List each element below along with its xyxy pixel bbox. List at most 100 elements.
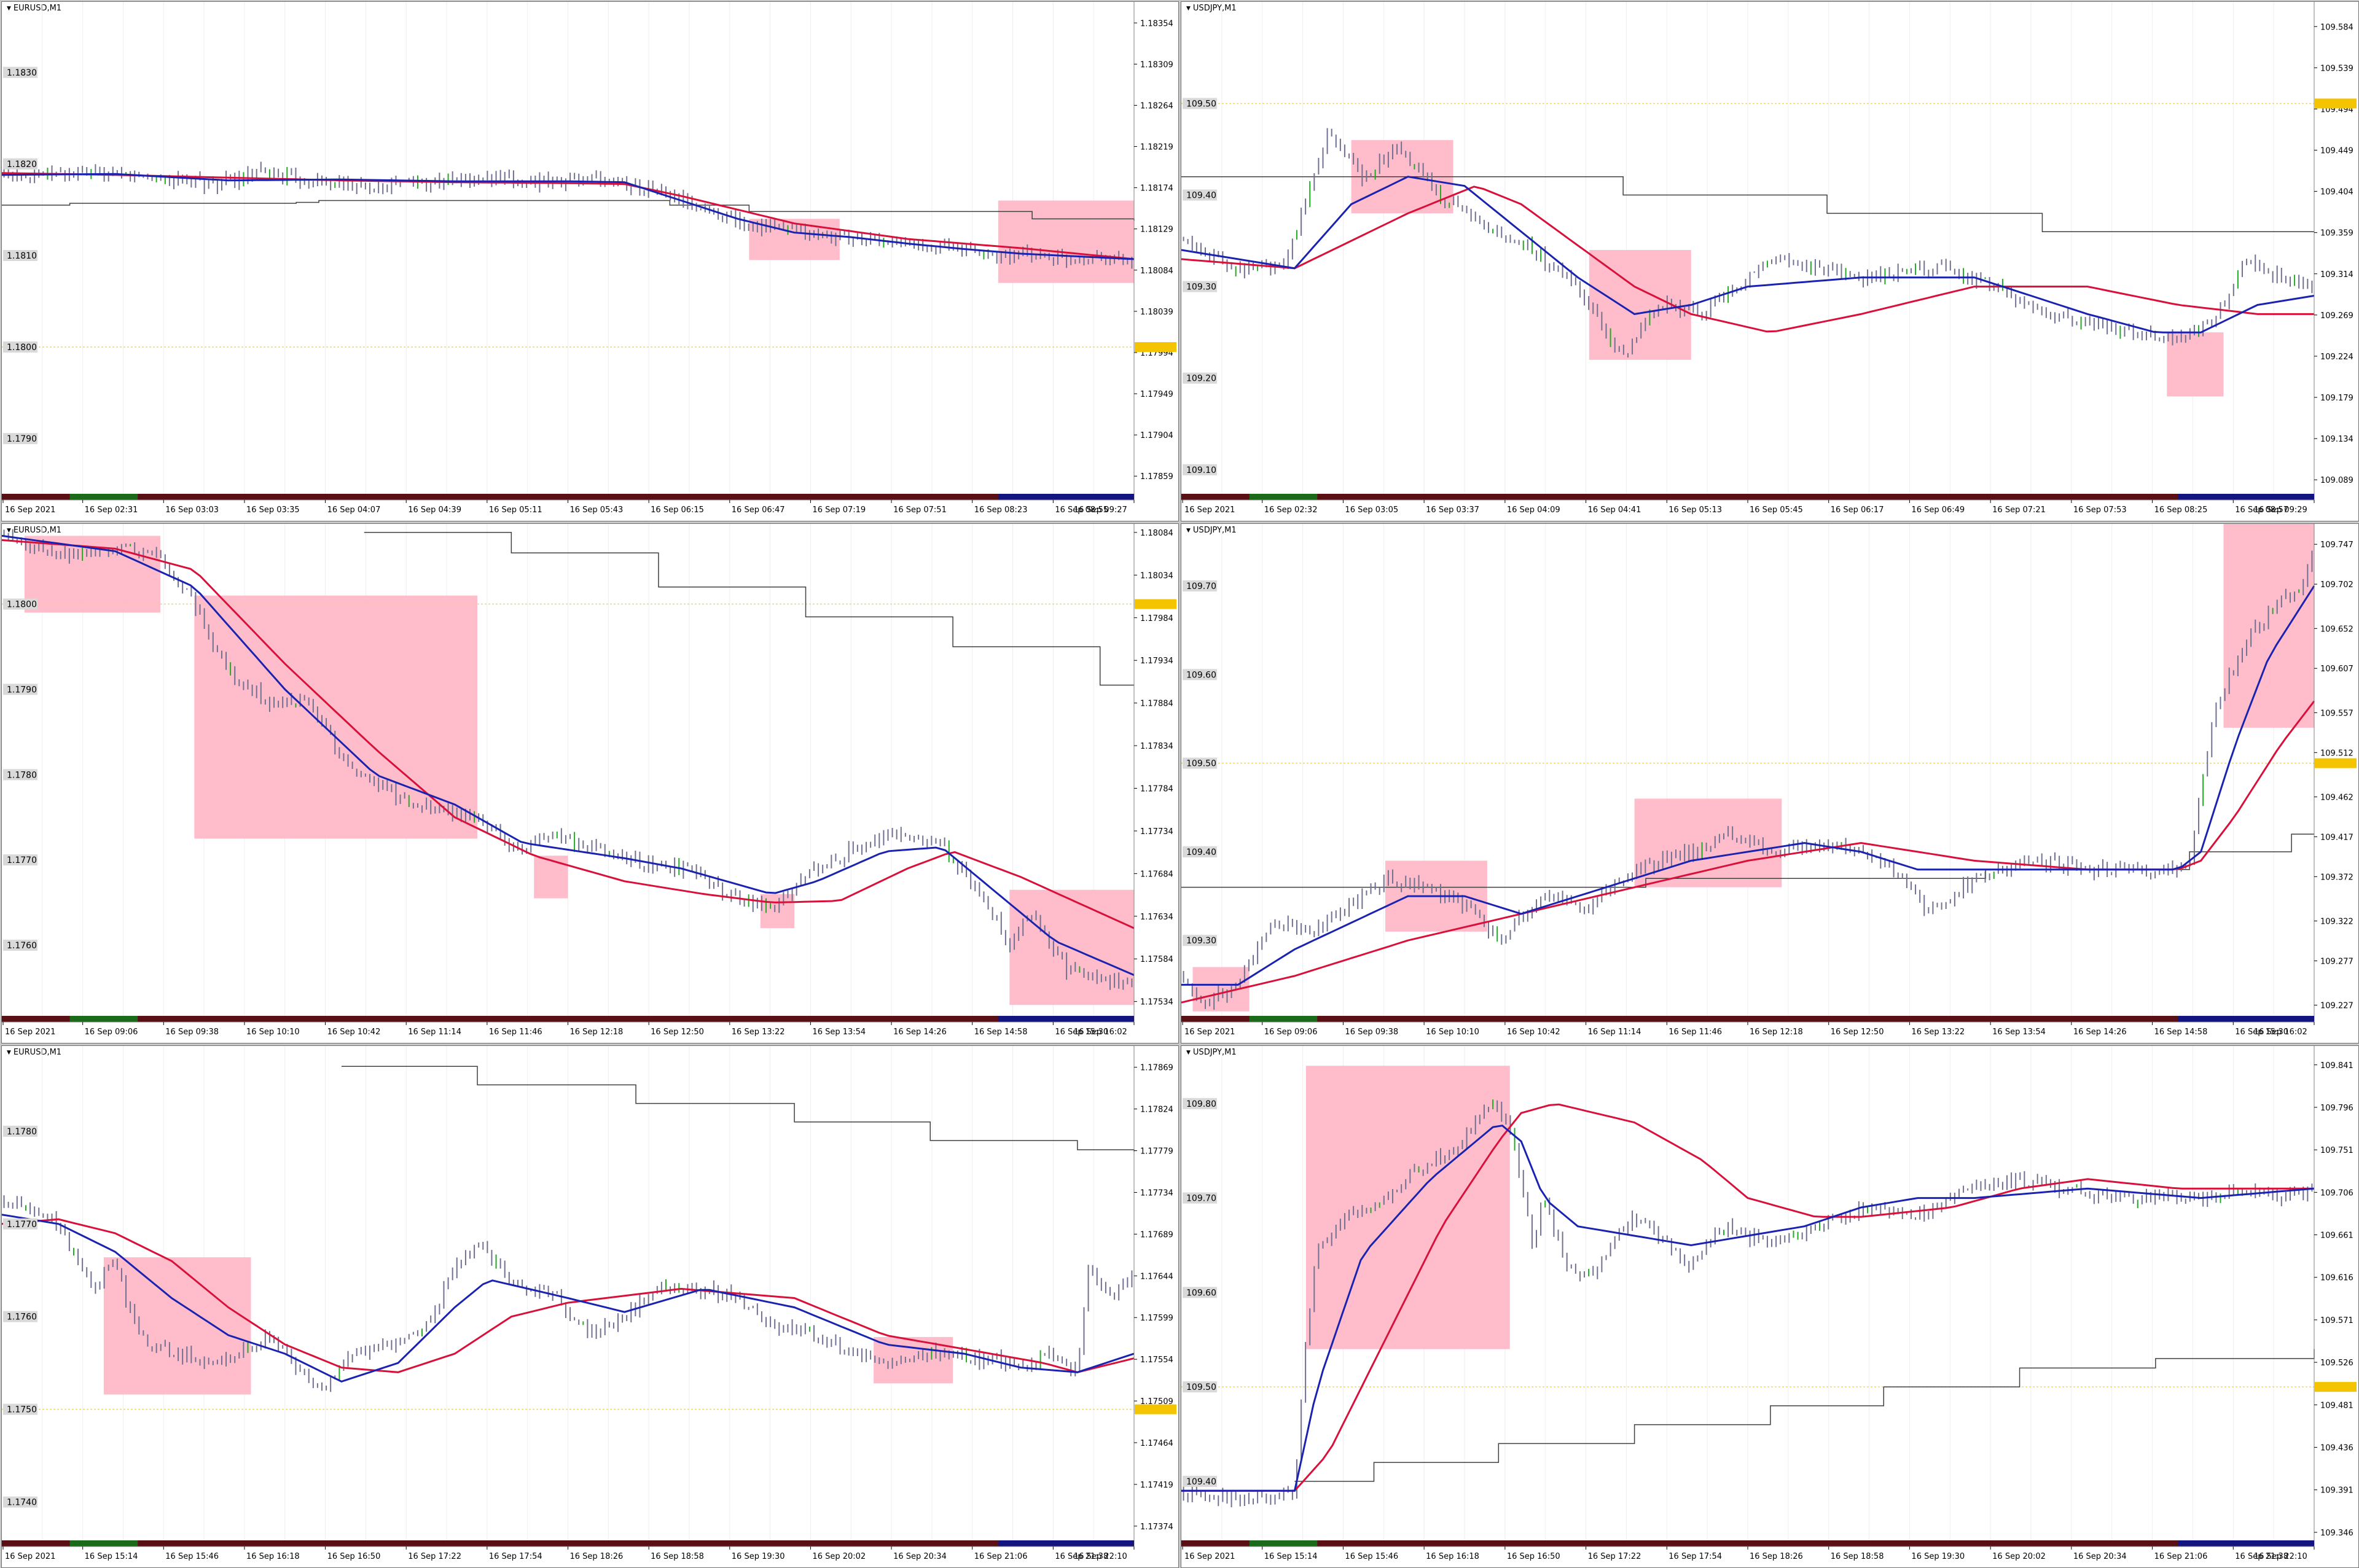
time-tick-label: 16 Sep 16:50 [1507,1552,1560,1561]
session-bar-segment [2178,494,2314,500]
chart-panel-eurusd-1[interactable]: EURUSD,M1 1.183541.183091.182641.182191.… [1,1,1179,521]
price-tick-label: 1.17834 [1140,742,1173,751]
level-label: 109.70 [1186,1194,1216,1204]
step-level-line [341,1066,1135,1152]
level-label: 1.1800 [7,600,37,610]
time-tick-label: 16 Sep 18:26 [570,1552,624,1561]
level-label: 1.1770 [7,1220,37,1230]
chart-canvas[interactable]: 109.584109.539109.494109.449109.404109.3… [1181,2,2358,521]
price-tick-label: 109.404 [2320,188,2353,197]
time-tick-label: 16 Sep 08:23 [974,505,1028,515]
price-tick-label: 1.17779 [1140,1147,1173,1156]
time-tick-label: 16 Sep 17:54 [489,1552,542,1561]
session-bar-segment [1249,1016,1318,1022]
step-level-line [1181,176,2314,232]
ema-fast-line [1181,585,2315,986]
time-tick-label: 16 Sep 22:10 [2254,1552,2307,1561]
price-tick-label: 109.557 [2320,709,2353,718]
time-tick-label: 16 Sep 09:06 [85,1028,138,1037]
price-tick-label: 109.322 [2320,917,2353,926]
time-tick-label: 16 Sep 2021 [5,505,55,515]
time-tick-label: 16 Sep 03:35 [246,505,300,515]
level-label: 109.40 [1186,848,1216,857]
level-label-bg [1183,1287,1217,1298]
price-tick-label: 109.417 [2320,833,2353,842]
price-tick-label: 109.462 [2320,793,2353,802]
price-tick-label: 109.134 [2320,435,2353,444]
price-tick-label: 1.17419 [1140,1481,1173,1490]
chart-panel-eurusd-3[interactable]: EURUSD,M1 1.178691.178241.177791.177341.… [1,1045,1179,1568]
chart-canvas[interactable]: 109.747 109.702 109.652 109.607 109.557 109.5… [1181,524,2358,1043]
price-tick-label: 1.18264 [1140,101,1173,111]
price-tick-label: 1.17859 [1140,472,1173,482]
session-bar [2,1540,1134,1547]
time-tick-label: 16 Sep 11:14 [408,1028,461,1037]
price-tick-label: 109.227 [2320,1002,2353,1011]
time-tick-label: 16 Sep 10:42 [327,1028,381,1037]
time-tick-label: 16 Sep 06:17 [1831,505,1884,515]
price-tick-label: 1.17949 [1140,390,1173,399]
level-label: 109.50 [1186,99,1216,109]
price-tick-label: 109.584 [2320,23,2353,32]
chart-symbol-title: EURUSD,M1 [6,526,63,535]
time-tick-label: 16 Sep 05:43 [570,505,624,515]
level-label: 1.1760 [7,941,37,951]
ema-fast-line [2,1214,1135,1383]
chart-panel-eurusd-2[interactable]: EURUSD,M1 1.180841.180341.179841.179341.… [1,523,1179,1043]
price-bars [3,1195,1133,1392]
chart-canvas[interactable]: 109.841 109.796 109.751 109.706 109.661 109.6… [1181,1046,2358,1567]
chart-panel-usdjpy-2[interactable]: USDJPY,M1 109.747109.702109.652109.60710… [1181,523,2359,1043]
level-label-bg [3,1496,37,1508]
level-label: 109.60 [1186,1288,1216,1298]
ema-fast-line [2,534,1135,976]
level-label: 1.1760 [7,1313,37,1322]
time-tick-label: 16 Sep 03:03 [165,505,219,515]
session-bar-segment [998,494,1134,500]
level-label-bg [1183,846,1217,857]
level-label-bg [1183,669,1217,681]
time-tick-label: 16 Sep 16:18 [1426,1552,1479,1561]
price-tick-label: 109.616 [2320,1274,2353,1283]
chart-panel-usdjpy-1[interactable]: USDJPY,M1 109.584109.539109.494109.44910… [1181,1,2359,521]
price-tick-label: 1.17734 [1140,1188,1173,1198]
price-tick-label: 109.391 [2320,1486,2353,1496]
level-label-bg [3,684,37,695]
price-tick-label: 109.539 [2320,64,2353,73]
time-tick-label: 16 Sep 19:30 [1911,1552,1965,1561]
chart-panel-usdjpy-3[interactable]: USDJPY,M1 109.841109.796109.751109.70610… [1181,1045,2359,1568]
price-tick-label: 109.277 [2320,957,2353,966]
price-tick-label: 1.17554 [1140,1355,1173,1365]
ema-slow-line [1181,1103,2314,1492]
time-tick-label: 16 Sep 15:14 [1264,1552,1318,1561]
level-label: 109.50 [1186,1383,1216,1392]
price-tick-label: 1.17374 [1140,1523,1173,1532]
price-tick-label: 1.17689 [1140,1230,1173,1239]
price-tick-label: 1.17464 [1140,1439,1173,1448]
time-tick-label: 16 Sep 09:38 [165,1028,219,1037]
time-tick-label: 16 Sep 12:18 [1750,1028,1803,1037]
price-tick-label: 1.17509 [1140,1397,1173,1406]
chart-symbol-title: USDJPY,M1 [1185,1048,1238,1057]
level-label: 109.80 [1186,1099,1216,1109]
price-tick-label: 109.652 [2320,625,2353,634]
ema-slow-line [2,172,1135,260]
chart-canvas[interactable]: 1.18084 1.18034 1.17984 1.17934 1.17884 1.178… [2,524,1178,1043]
time-tick-label: 16 Sep 10:10 [246,1028,300,1037]
chart-canvas[interactable]: 1.17869 1.17824 1.17779 1.17734 1.17689 1.176… [2,1046,1178,1567]
time-tick-label: 16 Sep 10:10 [1426,1028,1479,1037]
price-tick-label: 1.18084 [1140,267,1173,276]
highlight-zone [998,200,1134,283]
session-bar-segment [998,1540,1134,1547]
price-tick-label: 109.512 [2320,749,2353,758]
current-price-tag [2315,758,2357,768]
level-label-bg [3,1311,37,1322]
ema-slow-line [2,539,1135,929]
time-tick-label: 16 Sep 14:26 [2073,1028,2127,1037]
time-tick-label: 16 Sep 18:58 [1831,1552,1884,1561]
time-tick-label: 16 Sep 21:06 [2154,1552,2208,1561]
chart-canvas[interactable]: 1.18354 1.18309 1.18264 1.18219 1.18174 1.181… [2,2,1178,521]
price-bars [1183,128,2313,358]
time-tick-label: 16 Sep 21:06 [974,1552,1028,1561]
price-tick-label: 109.706 [2320,1188,2353,1198]
price-bars [1183,550,2313,1010]
